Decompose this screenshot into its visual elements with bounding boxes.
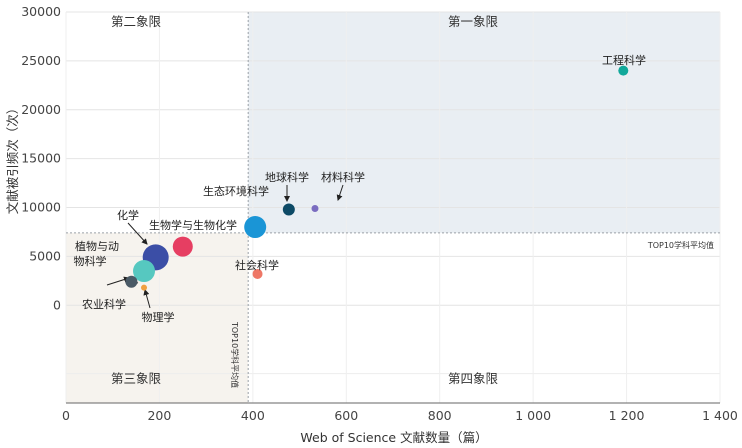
quadrant-label-q1: 第一象限: [448, 14, 499, 29]
avg-y-label: TOP10学科平均值: [647, 240, 714, 250]
quadrant-label-q4: 第四象限: [448, 371, 499, 386]
y-tick-label: 30000: [21, 4, 61, 19]
point-label-geoscience: 地球科学: [265, 170, 309, 184]
x-tick-label: 200: [147, 408, 171, 423]
axes: 0 200 400 600 800 1 000 1 200 1 400050001000015…: [21, 4, 738, 423]
point-label-agriculture: 农业科学: [82, 297, 126, 311]
data-point: [141, 284, 148, 291]
data-point: [172, 236, 193, 257]
label-arrow: [336, 184, 344, 201]
y-tick-label: 10000: [21, 200, 61, 215]
data-point: [282, 203, 295, 216]
quadrant-label-q2: 第二象限: [111, 14, 162, 29]
x-tick-label: 1 400: [702, 408, 738, 423]
x-tick-label: 0: [62, 408, 70, 423]
x-axis-title: Web of Science 文献数量（篇）: [300, 430, 487, 445]
y-tick-label: 15000: [21, 151, 61, 166]
average-lines: [66, 12, 720, 403]
data-point: [125, 275, 138, 288]
data-point: [252, 268, 263, 279]
data-point: [133, 260, 156, 283]
point-label-engineering: 工程科学: [602, 53, 646, 67]
y-tick-label: 25000: [21, 53, 61, 68]
x-tick-label: 800: [428, 408, 452, 423]
data-points: [125, 65, 629, 291]
point-label-physics: 物理学: [142, 310, 175, 324]
y-tick-label: 5000: [29, 248, 61, 263]
point-label-ecology: 生态环境科学: [203, 184, 269, 198]
point-label-materials: 材料科学: [321, 170, 365, 184]
y-tick-label: 20000: [21, 102, 61, 117]
data-point: [244, 216, 267, 239]
point-label-social: 社会科学: [235, 258, 279, 272]
x-tick-label: 600: [334, 408, 358, 423]
quadrant-label-q3: 第三象限: [111, 371, 162, 386]
x-tick-label: 400: [241, 408, 265, 423]
label-arrow: [143, 289, 151, 309]
chart-text: 第一象限 第二象限 第三象限 第四象限 TOP10学科平均值 TOP10学科平均…: [5, 14, 714, 445]
quadrant-1-bg: [248, 12, 720, 233]
y-axis-title: 文献被引频次（次）: [5, 102, 20, 215]
point-label-chemistry: 化学: [117, 208, 139, 222]
avg-x-label: TOP10学科平均值: [230, 321, 240, 388]
y-tick-label: 0: [53, 297, 61, 312]
point-label-plant-animal-1: 植物与动: [75, 239, 119, 253]
x-tick-label: 1 000: [515, 408, 551, 423]
point-label-plant-animal-2: 物科学: [74, 254, 107, 268]
data-point: [311, 204, 319, 212]
point-label-biology: 生物学与生物化学: [149, 218, 237, 232]
label-arrows: [106, 184, 344, 309]
quadrant-backgrounds: [66, 12, 720, 403]
label-arrow: [106, 276, 130, 286]
data-point: [618, 65, 629, 76]
label-arrow: [127, 222, 148, 245]
x-tick-label: 1 200: [609, 408, 645, 423]
grid-lines: [65, 11, 721, 403]
